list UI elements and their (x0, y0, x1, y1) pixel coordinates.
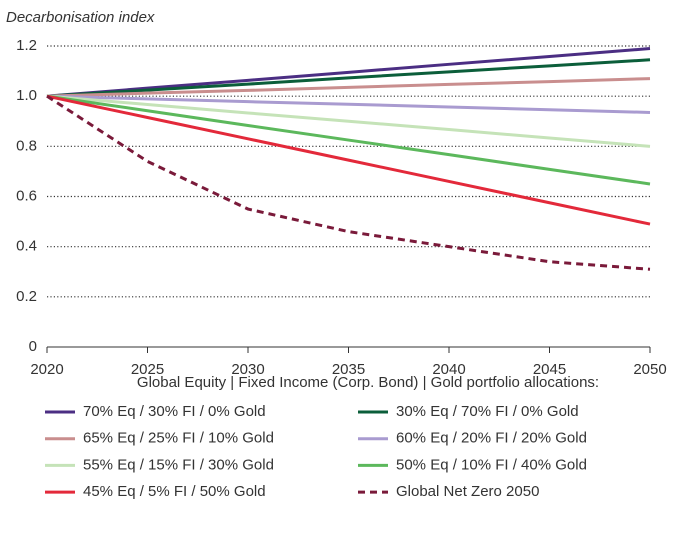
x-tick-label: 2050 (633, 361, 666, 378)
y-axis-label: Decarbonisation index (6, 9, 155, 26)
y-tick-label: 1.0 (16, 87, 37, 104)
legend-label: 45% Eq / 5% FI / 50% Gold (83, 483, 266, 500)
x-tick-label: 2040 (432, 361, 465, 378)
x-tick-label: 2035 (332, 361, 365, 378)
y-tick-label: 0.6 (16, 187, 37, 204)
series-line (46, 58, 651, 98)
legend-label: 50% Eq / 10% FI / 40% Gold (396, 456, 587, 473)
legend-title: Global Equity | Fixed Income (Corp. Bond… (137, 374, 599, 391)
legend-label: 65% Eq / 25% FI / 10% Gold (83, 430, 274, 447)
legend-label: 60% Eq / 20% FI / 20% Gold (396, 430, 587, 447)
series-line (46, 94, 651, 186)
legend-label: 70% Eq / 30% FI / 0% Gold (83, 403, 266, 420)
x-tick-label: 2020 (30, 361, 63, 378)
y-tick-label: 0.2 (16, 288, 37, 305)
series-line (46, 47, 651, 98)
legend-label: 30% Eq / 70% FI / 0% Gold (396, 403, 579, 420)
series-line (46, 77, 651, 98)
series-line (46, 94, 651, 226)
x-tick-label: 2045 (533, 361, 566, 378)
legend-label: 55% Eq / 15% FI / 30% Gold (83, 456, 274, 473)
x-tick-label: 2025 (131, 361, 164, 378)
y-tick-label: 0.8 (16, 137, 37, 154)
y-tick-label: 1.2 (16, 37, 37, 54)
series-line (46, 94, 651, 148)
y-tick-label: 0 (29, 338, 37, 355)
legend-label: Global Net Zero 2050 (396, 483, 539, 500)
series-line (46, 94, 651, 114)
x-tick-label: 2030 (231, 361, 264, 378)
y-tick-label: 0.4 (16, 238, 37, 255)
